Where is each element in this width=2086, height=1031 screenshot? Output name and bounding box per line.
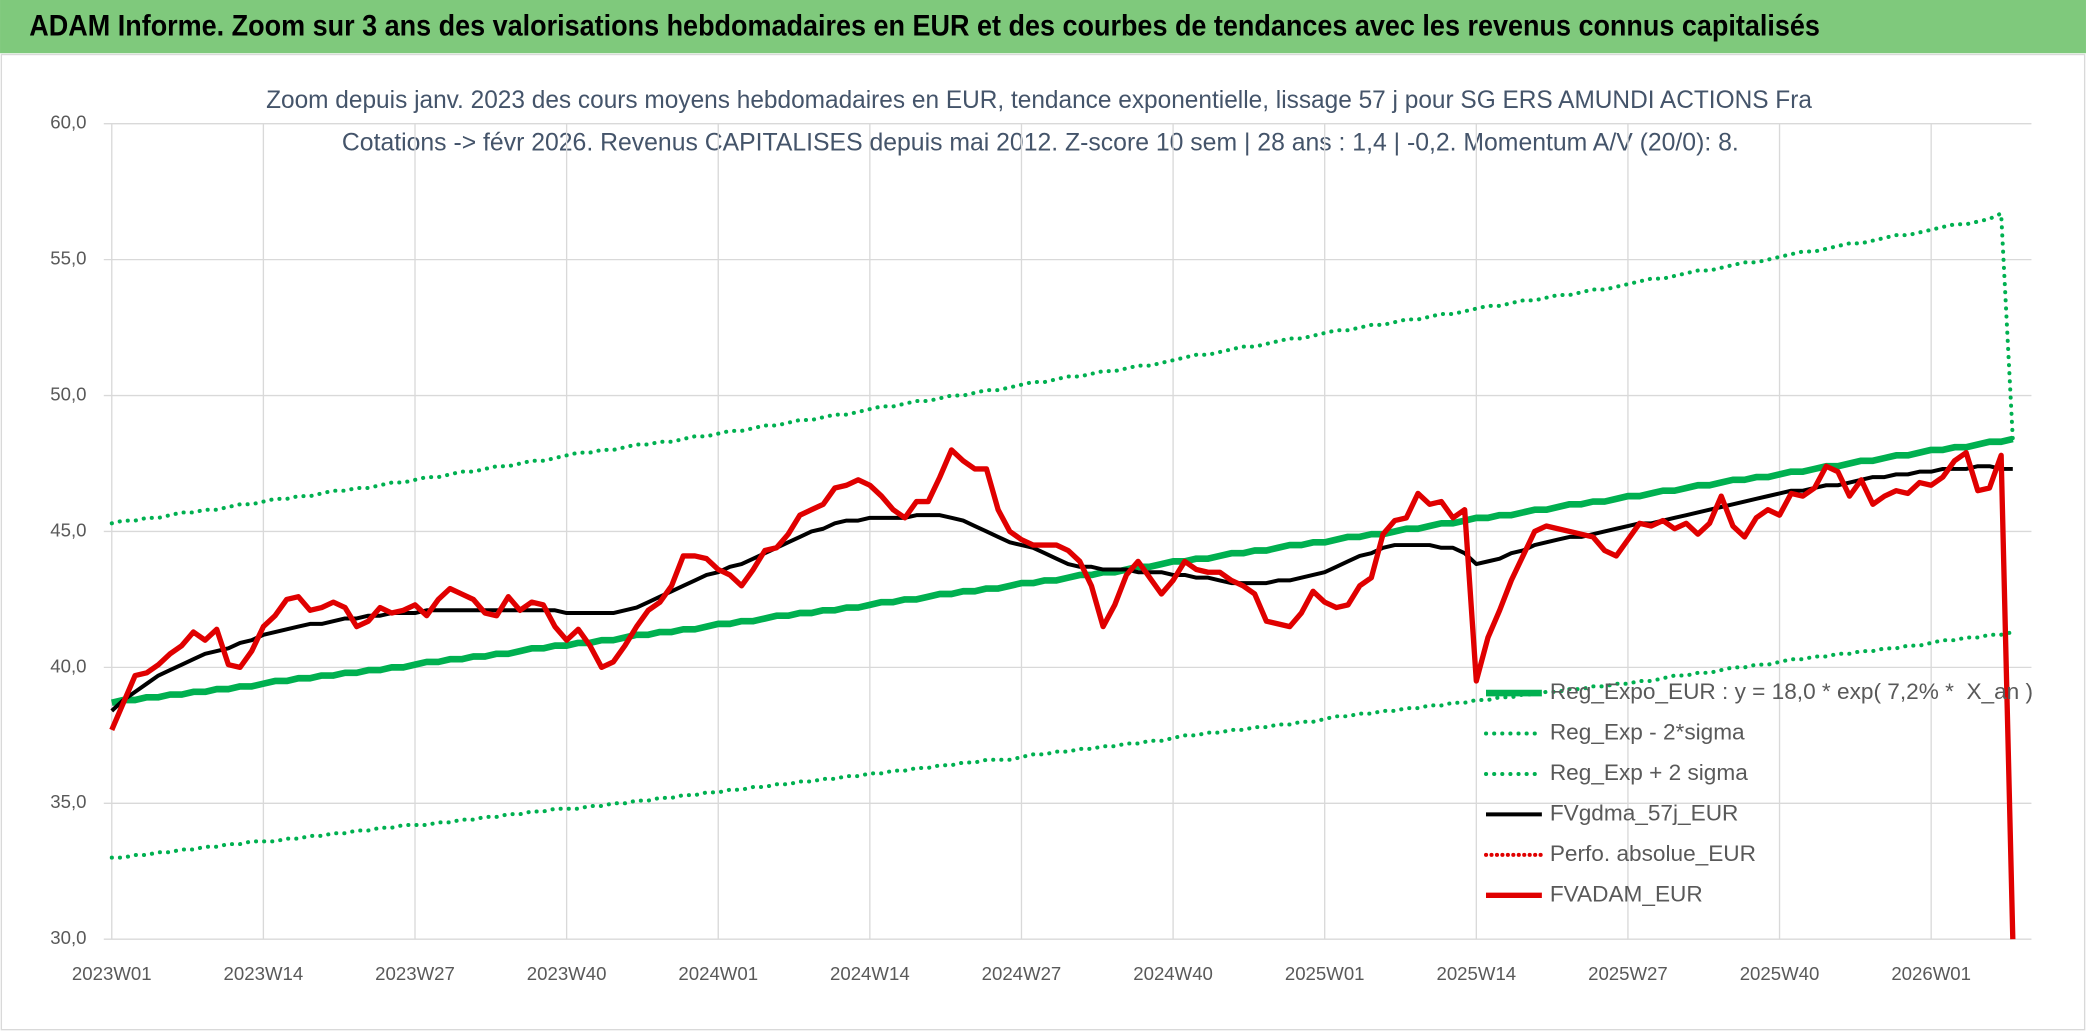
- legend-label: FVADAM_EUR: [1550, 881, 1703, 906]
- x-tick-label: 2026W01: [1891, 963, 1971, 984]
- x-tick-label: 2023W01: [72, 963, 152, 984]
- y-tick-label: 50,0: [50, 383, 86, 404]
- chart-frame: [0, 53, 2086, 1031]
- y-tick-label: 45,0: [50, 519, 86, 540]
- legend-label: Reg_Exp - 2*sigma: [1550, 720, 1745, 745]
- y-tick-label: 55,0: [50, 248, 86, 269]
- plot: [109, 210, 2016, 940]
- y-tick-label: 35,0: [50, 791, 86, 812]
- chart-title: ADAM Informe. Zoom sur 3 ans des valoris…: [29, 11, 1820, 43]
- series-line: [111, 435, 2014, 706]
- x-tick-label: 2024W14: [830, 963, 910, 984]
- series-line: [109, 210, 2015, 526]
- series-line: [109, 630, 2015, 860]
- series-line: [109, 447, 2016, 940]
- legend: Reg_Expo_EUR : y = 18,0 * exp( 7,2% * X_…: [1484, 679, 2033, 906]
- x-tick-label: 2023W40: [527, 963, 607, 984]
- chart-subtitle: Zoom depuis janv. 2023 des cours moyens …: [266, 86, 1813, 114]
- legend-label: Reg_Expo_EUR : y = 18,0 * exp( 7,2% * X_…: [1550, 679, 2033, 704]
- x-tick-label: 2023W27: [375, 963, 455, 984]
- x-tick-label: 2024W27: [982, 963, 1062, 984]
- x-tick-label: 2025W01: [1285, 963, 1365, 984]
- x-tick-label: 2025W40: [1740, 963, 1820, 984]
- legend-label: Perfo. absolue_EUR: [1550, 841, 1756, 866]
- x-tick-label: 2023W14: [224, 963, 304, 984]
- y-tick-label: 30,0: [50, 927, 86, 948]
- y-tick-label: 60,0: [50, 112, 86, 133]
- header-bar: [0, 0, 2086, 54]
- chart-subtitle: Cotations -> févr 2026. Revenus CAPITALI…: [342, 128, 1739, 156]
- grid: 30,0 35,0 40,0 45,0 50,0 55,0 60,0 2023W01 2023W…: [50, 112, 2032, 984]
- x-tick-label: 2024W40: [1133, 963, 1213, 984]
- y-tick-label: 40,0: [50, 655, 86, 676]
- x-tick-label: 2025W14: [1436, 963, 1516, 984]
- x-tick-label: 2025W27: [1588, 963, 1668, 984]
- legend-label: Reg_Exp + 2 sigma: [1550, 760, 1748, 785]
- legend-label: FVgdma_57j_EUR: [1550, 800, 1739, 825]
- x-tick-label: 2024W01: [678, 963, 758, 984]
